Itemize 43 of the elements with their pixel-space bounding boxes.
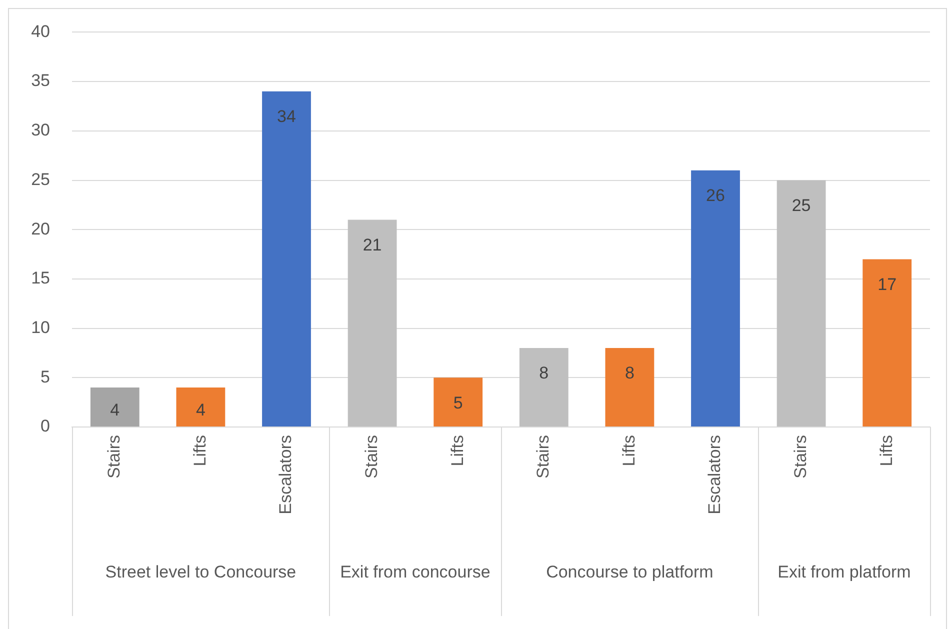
data-label: 25 xyxy=(792,196,811,215)
x-tick-label: Lifts xyxy=(876,435,896,466)
data-label: 4 xyxy=(110,400,120,420)
bar xyxy=(262,91,311,426)
x-tick-label: Lifts xyxy=(190,435,210,466)
bar xyxy=(176,388,226,426)
bar xyxy=(434,378,483,426)
x-tick-label: Lifts xyxy=(448,435,467,466)
data-label: 8 xyxy=(539,364,549,383)
text: Concourse to platform xyxy=(546,562,714,582)
y-tick-label: 15 xyxy=(31,268,50,288)
y-tick-label: 35 xyxy=(31,71,50,90)
data-label: 34 xyxy=(277,107,296,126)
bar xyxy=(862,259,912,426)
y-tick-label: 0 xyxy=(40,416,50,436)
bar xyxy=(90,388,140,426)
data-label: 26 xyxy=(706,186,725,206)
data-label: 8 xyxy=(624,364,634,383)
y-tick-label: 5 xyxy=(40,367,50,386)
x-tick-label: Lifts xyxy=(619,435,638,466)
y-tick-label: 40 xyxy=(31,22,50,41)
text: Street level to Concourse xyxy=(105,562,296,582)
x-tick-label: Stairs xyxy=(104,435,124,478)
x-tick-label: Escalators xyxy=(705,435,724,514)
x-tick-label: Stairs xyxy=(362,435,381,478)
y-tick-label: 30 xyxy=(31,120,50,140)
data-label: 21 xyxy=(362,235,382,254)
data-label: 17 xyxy=(878,274,897,294)
bar xyxy=(776,180,826,426)
x-tick-label: Escalators xyxy=(276,435,296,514)
bar xyxy=(691,170,740,426)
data-label: 5 xyxy=(453,393,463,412)
bar xyxy=(519,348,568,426)
bar xyxy=(348,220,397,426)
data-label: 4 xyxy=(196,400,206,420)
x-tick-label: Stairs xyxy=(534,435,553,478)
y-tick-label: 25 xyxy=(31,170,50,189)
text: Exit from concourse xyxy=(340,562,490,582)
bar xyxy=(605,348,654,426)
text: Exit from platform xyxy=(778,562,911,582)
y-tick-label: 10 xyxy=(31,318,50,337)
x-tick-label: Stairs xyxy=(790,435,810,478)
y-tick-label: 20 xyxy=(31,219,50,238)
